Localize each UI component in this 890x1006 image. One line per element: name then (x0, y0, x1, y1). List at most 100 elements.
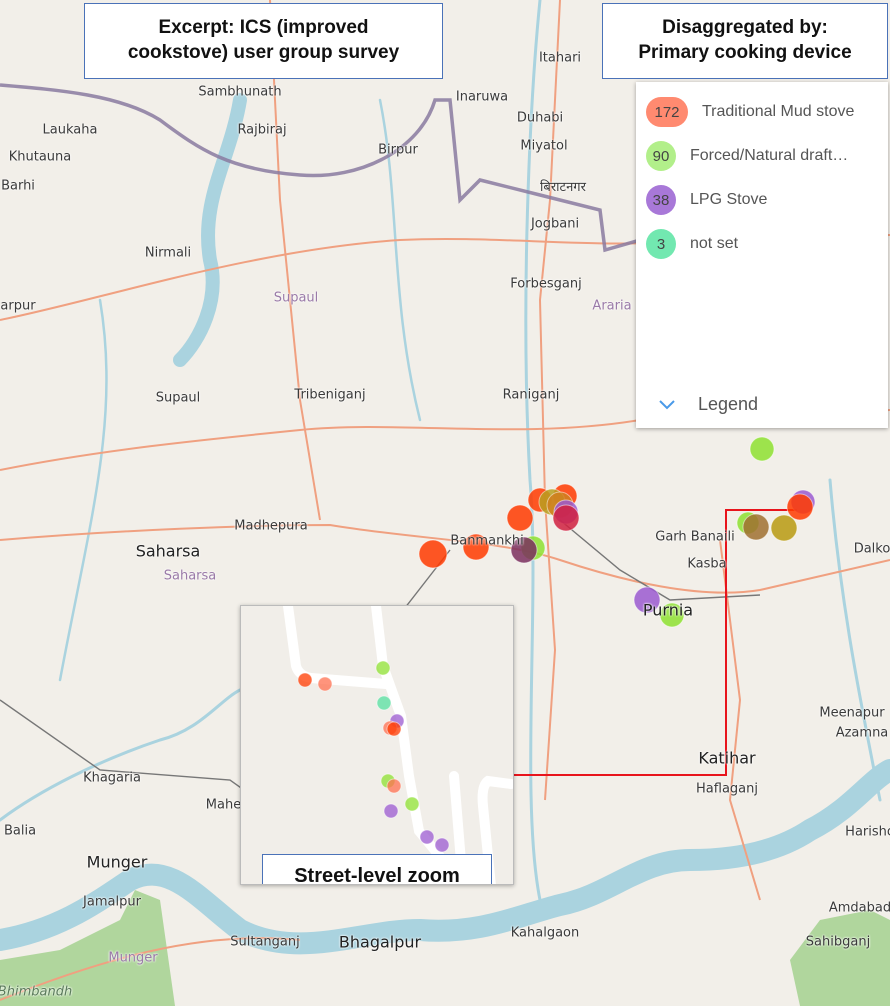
survey-marker[interactable] (749, 436, 775, 462)
disaggregation-line1: Disaggregated by: (662, 17, 828, 39)
place-label: Miyatol (520, 138, 568, 154)
river (0, 688, 242, 822)
place-label: Bhimbandh (0, 984, 73, 1000)
place-label: Birpur (378, 142, 418, 158)
river (828, 478, 882, 802)
legend-label: Traditional Mud stove (702, 103, 855, 120)
place-label: Araria (592, 298, 632, 314)
place-label: Meenapur (819, 705, 885, 721)
place-label: Barhi (1, 178, 35, 194)
inset-survey-marker[interactable] (386, 721, 402, 737)
inset-survey-marker[interactable] (317, 676, 333, 692)
road (269, 0, 321, 521)
inset-survey-marker[interactable] (386, 778, 402, 794)
disaggregation-line2: Primary cooking device (638, 42, 852, 63)
survey-marker[interactable] (770, 514, 798, 542)
inset-survey-marker[interactable] (434, 837, 450, 853)
road (0, 937, 301, 1001)
inset-street (283, 606, 391, 689)
place-label: Jogbani (530, 216, 580, 232)
place-label: Forbesganj (510, 276, 582, 292)
place-label: Amdabad (828, 900, 890, 916)
road (538, 0, 561, 801)
disaggregation-callout: Disaggregated by: Primary cooking device (602, 3, 888, 79)
survey-marker[interactable] (742, 513, 770, 541)
inset-survey-marker[interactable] (383, 803, 399, 819)
place-label: Itahari (538, 50, 582, 66)
international-border (0, 83, 641, 253)
zoom-pointer-line (490, 509, 797, 776)
survey-marker[interactable] (506, 504, 534, 532)
legend-count-badge: 172 (646, 97, 688, 127)
survey-marker[interactable] (462, 533, 490, 561)
place-label: Rajbiraj (237, 122, 287, 138)
place-label: Tribeniganj (294, 387, 366, 403)
legend-label: LPG Stove (690, 191, 768, 208)
legend-panel: 172 Traditional Mud stove 90 Forced/Natu… (636, 82, 888, 428)
place-label: Khutauna (8, 149, 72, 165)
place-label: Khagaria (83, 770, 141, 786)
title-line1: Excerpt: ICS (improved (158, 17, 369, 39)
place-label: Inaruwa (455, 89, 509, 105)
road (0, 234, 890, 321)
place-label: Purnia (642, 600, 694, 620)
legend-item-lpg-stove[interactable]: 38 LPG Stove (646, 185, 767, 215)
place-label: Duhabi (516, 110, 564, 126)
place-label: Kasba (687, 556, 727, 572)
place-label: Sambhunath (198, 84, 282, 100)
title-line2: cookstove) user group survey (127, 42, 400, 63)
legend-toggle[interactable]: Legend (658, 394, 758, 415)
survey-marker[interactable] (552, 504, 580, 532)
river (378, 98, 422, 422)
legend-label: not set (690, 235, 739, 252)
forest-area (790, 910, 890, 1006)
inset-survey-marker[interactable] (375, 660, 391, 676)
survey-marker[interactable] (659, 602, 685, 628)
place-label: arpur (0, 298, 36, 314)
place-label: Banmankhi (450, 533, 524, 549)
place-label: Garh Banaili (655, 529, 735, 545)
river-ganga (0, 759, 890, 955)
place-label: Supaul (273, 290, 319, 306)
river-kosi (173, 93, 247, 367)
place-label: Munger (108, 950, 158, 966)
inset-survey-marker[interactable] (297, 672, 313, 688)
place-label: Haflaganj (696, 781, 758, 797)
survey-marker[interactable] (510, 536, 538, 564)
survey-marker[interactable] (786, 493, 814, 521)
legend-count-badge: 3 (646, 229, 676, 259)
place-label: Balia (3, 823, 37, 839)
place-label: Saharsa (135, 541, 201, 561)
survey-marker[interactable] (633, 586, 661, 614)
inset-survey-marker[interactable] (376, 695, 392, 711)
place-label: Saharsa (163, 568, 217, 584)
street-level-zoom-label: Street-level zoom (262, 854, 492, 885)
legend-toggle-label: Legend (698, 394, 759, 414)
road (0, 523, 890, 594)
title-callout: Excerpt: ICS (improved cookstove) user gr… (84, 3, 443, 79)
place-label: Munger (86, 852, 148, 872)
inset-survey-marker[interactable] (419, 829, 435, 845)
forest-area (0, 890, 175, 1006)
place-label: Bhagalpur (338, 932, 422, 952)
inset-street (371, 606, 461, 881)
place-label: बिराटनगर (540, 180, 586, 195)
river (58, 298, 108, 682)
inset-survey-marker[interactable] (404, 796, 420, 812)
legend-count-badge: 90 (646, 141, 676, 171)
place-label: Kahalgaon (510, 925, 580, 941)
place-label: Laukaha (42, 122, 98, 138)
legend-item-forced-natural-draft[interactable]: 90 Forced/Natural draft… (646, 141, 848, 171)
legend-label: Forced/Natural draft… (690, 147, 849, 164)
street-level-inset-map: Street-level zoom (240, 605, 514, 885)
inset-street (477, 775, 513, 884)
place-label: Sahibganj (805, 934, 871, 950)
place-label: Supaul (155, 390, 201, 406)
street-level-zoom-text: Street-level zoom (294, 865, 460, 885)
place-label: Sultanganj (230, 934, 300, 950)
survey-marker[interactable] (418, 539, 448, 569)
legend-item-not-set[interactable]: 3 not set (646, 229, 738, 259)
place-label: Katihar (698, 748, 756, 768)
place-label: Dalko (853, 541, 890, 557)
legend-item-traditional-mud-stove[interactable]: 172 Traditional Mud stove (646, 97, 854, 127)
